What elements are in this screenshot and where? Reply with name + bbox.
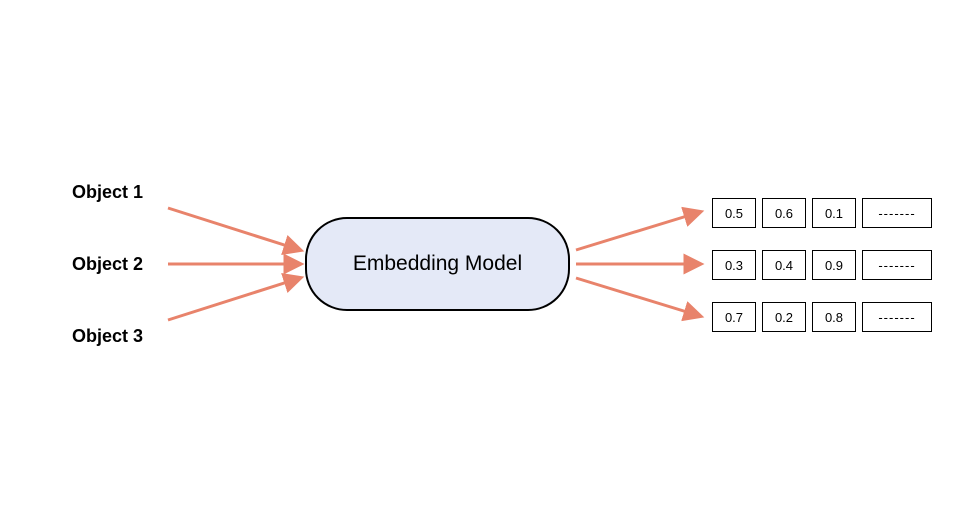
arrow xyxy=(168,208,300,250)
vector-cell: 0.3 xyxy=(712,250,756,280)
input-label-3: Object 3 xyxy=(72,326,143,347)
vector-cell-ellipsis: ------- xyxy=(862,198,932,228)
vector-cell: 0.4 xyxy=(762,250,806,280)
embedding-model-label: Embedding Model xyxy=(353,252,522,276)
arrow xyxy=(576,212,700,250)
arrow xyxy=(576,278,700,316)
vector-cell: 0.9 xyxy=(812,250,856,280)
output-vector-row-2: 0.3 0.4 0.9 ------- xyxy=(712,250,932,280)
input-label-1: Object 1 xyxy=(72,182,143,203)
arrow xyxy=(168,278,300,320)
vector-cell-ellipsis: ------- xyxy=(862,250,932,280)
output-vector-row-3: 0.7 0.2 0.8 ------- xyxy=(712,302,932,332)
embedding-model-node: Embedding Model xyxy=(305,217,570,311)
input-label-2: Object 2 xyxy=(72,254,143,275)
vector-cell: 0.6 xyxy=(762,198,806,228)
vector-cell: 0.1 xyxy=(812,198,856,228)
vector-cell: 0.7 xyxy=(712,302,756,332)
diagram-canvas: Object 1 Object 2 Object 3 Embedding Mod… xyxy=(0,0,960,516)
vector-cell: 0.5 xyxy=(712,198,756,228)
vector-cell-ellipsis: ------- xyxy=(862,302,932,332)
vector-cell: 0.8 xyxy=(812,302,856,332)
output-vector-row-1: 0.5 0.6 0.1 ------- xyxy=(712,198,932,228)
vector-cell: 0.2 xyxy=(762,302,806,332)
